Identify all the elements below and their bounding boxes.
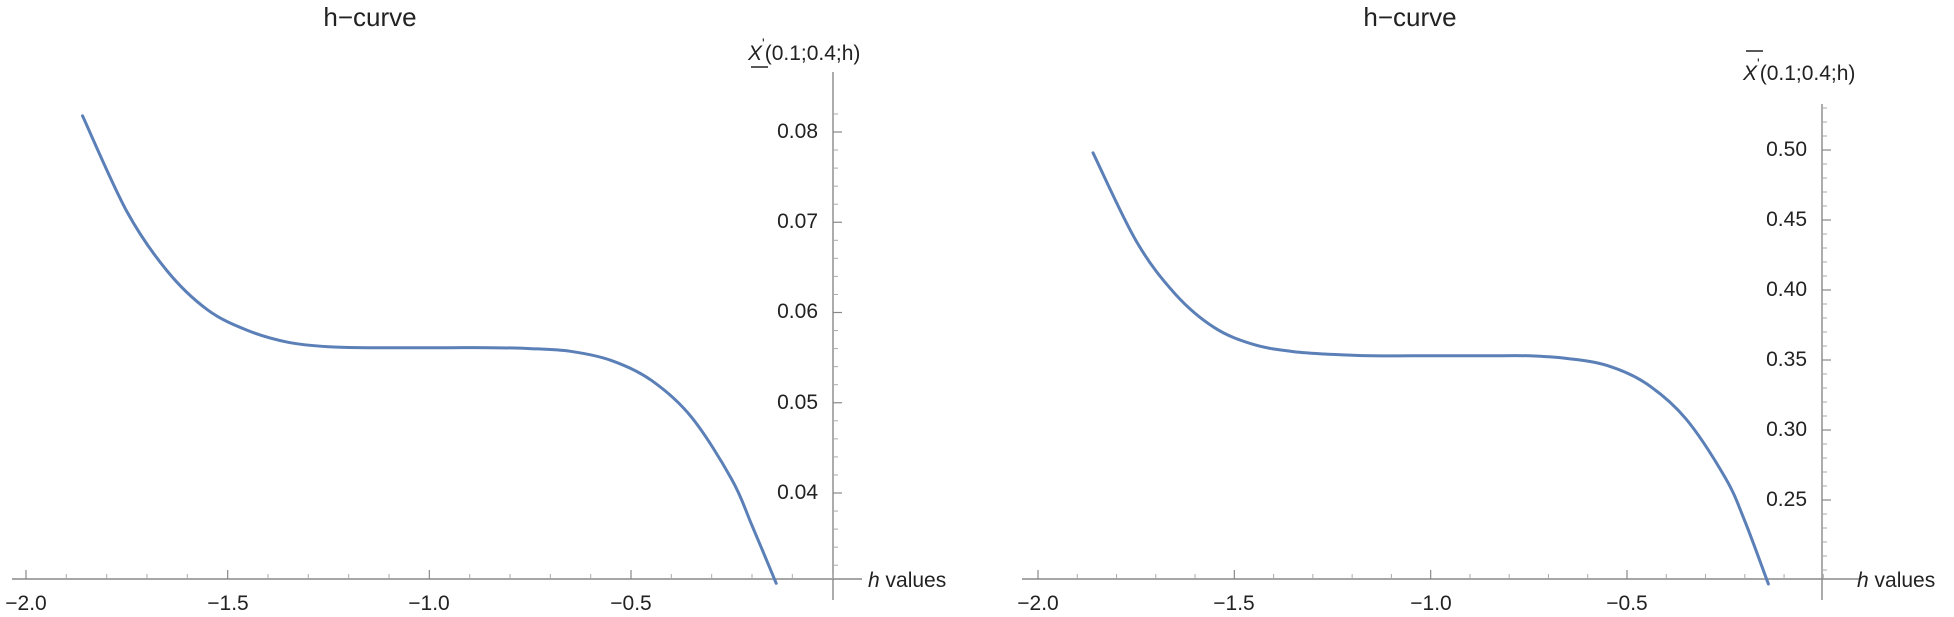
y-tick-label: 0.50	[1766, 138, 1807, 161]
y-label-symbol-left: X	[747, 42, 763, 65]
y-tick-label: 0.05	[777, 391, 818, 414]
svg-text:X'(0.1;0.4;h): X'(0.1;0.4;h)	[747, 35, 860, 65]
y-tick-label: 0.04	[777, 481, 818, 504]
y-tick-label: 0.30	[1766, 418, 1807, 441]
y-tick-label: 0.25	[1766, 488, 1807, 511]
y-axis-label-right: X'(0.1;0.4;h)	[1742, 50, 1855, 85]
y-label-args-left: (0.1;0.4;h)	[765, 42, 861, 65]
series-line-left	[81, 114, 778, 585]
y-tick-label: 0.07	[777, 210, 818, 233]
x-tick-label: −2.0	[1017, 592, 1058, 615]
chart-panel-right: h−curve X'(0.1;0.4;h) −2.0 −1.5 −1.0 −0.…	[1017, 2, 1935, 615]
svg-text:X'(0.1;0.4;h): X'(0.1;0.4;h)	[1742, 55, 1855, 85]
x-tick-label: −1.5	[1213, 592, 1254, 615]
y-axis-label-left: X'(0.1;0.4;h)	[747, 35, 860, 68]
y-label-prime-right: '	[1757, 55, 1760, 71]
x-tick-label: −2.0	[5, 592, 46, 615]
y-tick-label: 0.08	[777, 120, 818, 143]
ticks-right	[1037, 107, 1831, 579]
x-tick-label: −0.5	[1606, 592, 1647, 615]
y-label-prime-left: '	[762, 35, 765, 51]
chart-panel-left: h−curve X'(0.1;0.4;h) −2.0 −1.5 −1.0 −0.…	[5, 2, 946, 615]
x-tick-label: −0.5	[610, 592, 651, 615]
y-tick-label: 0.35	[1766, 348, 1807, 371]
x-axis-label-right: h values	[1857, 569, 1935, 592]
x-tick-label: −1.5	[207, 592, 248, 615]
y-tick-label: 0.40	[1766, 278, 1807, 301]
y-label-symbol-right: X	[1742, 62, 1758, 85]
series-line-right	[1091, 151, 1770, 586]
x-tick-label: −1.0	[408, 592, 449, 615]
chart-title-left: h−curve	[323, 2, 416, 32]
x-tick-label: −1.0	[1410, 592, 1451, 615]
y-tick-label: 0.45	[1766, 208, 1807, 231]
ticks-left	[25, 113, 842, 579]
y-tick-label: 0.06	[777, 300, 818, 323]
chart-title-right: h−curve	[1363, 2, 1456, 32]
y-label-args-right: (0.1;0.4;h)	[1760, 62, 1856, 85]
x-axis-label-left: h values	[868, 569, 946, 592]
